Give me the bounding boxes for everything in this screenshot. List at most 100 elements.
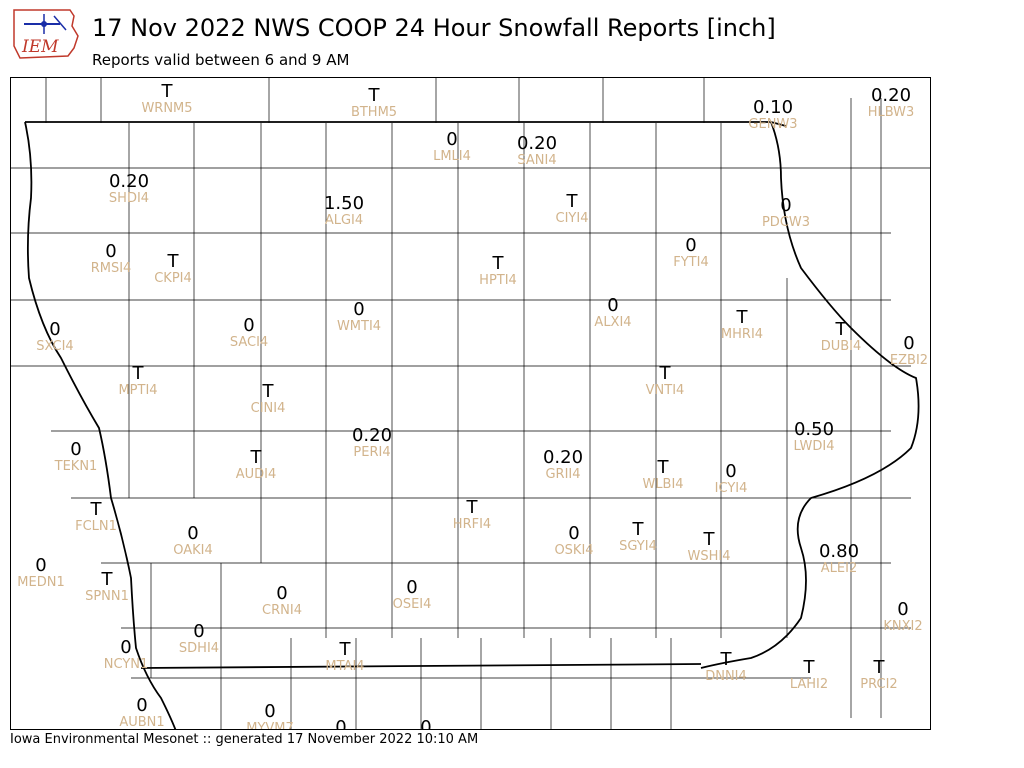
station-marker: 0.50 LWDI4 bbox=[793, 420, 834, 454]
station-marker: T MHRI4 bbox=[721, 308, 763, 342]
station-marker: T WLBI4 bbox=[642, 458, 683, 492]
station-id: WSHI4 bbox=[687, 549, 731, 564]
station-id: AUDI4 bbox=[235, 467, 277, 482]
snowfall-value: T bbox=[167, 251, 179, 272]
station-marker: 0 PDCW3 bbox=[762, 196, 810, 230]
station-marker: 0 OSKI4 bbox=[554, 524, 593, 558]
station-marker: 0 AUBN1 bbox=[119, 696, 164, 730]
station-id: ALXI4 bbox=[594, 315, 632, 330]
station-marker: 0 TEKN1 bbox=[55, 440, 98, 474]
station-marker: T PRCI2 bbox=[860, 658, 897, 692]
station-id: CIYI4 bbox=[555, 211, 589, 226]
snowfall-value: T bbox=[492, 253, 504, 274]
snowfall-value: T bbox=[101, 569, 113, 590]
snowfall-value: T bbox=[339, 639, 351, 660]
station-marker: T WSHI4 bbox=[688, 530, 731, 564]
station-marker: 0.20 SANI4 bbox=[517, 134, 557, 168]
snowfall-value: 0 bbox=[120, 637, 132, 658]
station-id: ALEI2 bbox=[820, 561, 858, 576]
snowfall-value: 0.80 bbox=[818, 541, 860, 562]
station-id: MYVM7 bbox=[246, 721, 294, 730]
station-marker: T MTAI4 bbox=[325, 640, 364, 674]
station-marker: T SPNN1 bbox=[85, 570, 129, 604]
station-id: FCLN1 bbox=[75, 519, 117, 534]
station-marker: T WRNM5 bbox=[141, 82, 192, 116]
snowfall-value: T bbox=[132, 363, 144, 384]
station-id: SDHI4 bbox=[178, 641, 220, 656]
station-id: ICYI4 bbox=[714, 481, 748, 496]
snowfall-value: 0 bbox=[243, 315, 255, 336]
svg-text:IEM: IEM bbox=[21, 37, 59, 57]
station-marker: 1.50 ALGI4 bbox=[324, 194, 364, 228]
station-marker: 0 bbox=[335, 718, 346, 730]
station-marker: 0 LMLI4 bbox=[433, 130, 471, 164]
station-marker: 0.80 ALEI2 bbox=[819, 542, 859, 576]
snowfall-value: 0 bbox=[187, 523, 199, 544]
snowfall-value: 0 bbox=[406, 577, 418, 598]
station-marker: 0 OAKI4 bbox=[173, 524, 213, 558]
snowfall-value: T bbox=[632, 519, 644, 540]
map-title: 17 Nov 2022 NWS COOP 24 Hour Snowfall Re… bbox=[92, 14, 776, 42]
station-id: AUBN1 bbox=[119, 715, 165, 730]
snowfall-value: 0 bbox=[335, 717, 347, 730]
station-id: KNXI2 bbox=[883, 619, 923, 634]
snowfall-value: T bbox=[659, 363, 671, 384]
station-id: NCYN1 bbox=[103, 657, 149, 672]
station-marker: T HRFI4 bbox=[453, 498, 491, 532]
snowfall-value: 0 bbox=[136, 695, 148, 716]
station-marker: 0 MYVM7 bbox=[246, 702, 294, 730]
snowfall-value: 0 bbox=[35, 555, 47, 576]
station-marker: 0 KNXI2 bbox=[883, 600, 922, 634]
snowfall-value: 0.20 bbox=[542, 447, 584, 468]
snowfall-value: T bbox=[466, 497, 478, 518]
station-id: WRNM5 bbox=[141, 101, 193, 116]
snowfall-value: T bbox=[262, 381, 274, 402]
station-marker: 0 MEDN1 bbox=[17, 556, 64, 590]
snowfall-value: 0 bbox=[353, 299, 365, 320]
snowfall-value: T bbox=[873, 657, 885, 678]
station-id: WLBI4 bbox=[642, 477, 684, 492]
station-marker: T VNTI4 bbox=[646, 364, 685, 398]
station-marker: 0 RMSI4 bbox=[91, 242, 132, 276]
station-id: TEKN1 bbox=[54, 459, 98, 474]
map-boundaries bbox=[11, 78, 930, 729]
station-marker: T MPTI4 bbox=[118, 364, 157, 398]
snowfall-value: 0.10 bbox=[752, 97, 794, 118]
snowfall-value: 0.20 bbox=[516, 133, 558, 154]
station-id: OSKI4 bbox=[554, 543, 594, 558]
station-id: CKPI4 bbox=[154, 271, 192, 286]
station-marker: 0 NCYN1 bbox=[104, 638, 149, 672]
station-id: HRFI4 bbox=[452, 517, 492, 532]
snowfall-value: 0 bbox=[105, 241, 117, 262]
station-id: FYTI4 bbox=[673, 255, 709, 270]
snowfall-value: 0 bbox=[420, 717, 432, 730]
station-marker: T LAHI2 bbox=[790, 658, 828, 692]
station-id: LAHI2 bbox=[789, 677, 829, 692]
station-id: LWDI4 bbox=[793, 439, 835, 454]
station-id: GENW3 bbox=[748, 117, 798, 132]
station-id: BTHM5 bbox=[350, 105, 398, 120]
snowfall-value: 0 bbox=[446, 129, 458, 150]
snowfall-value: 0.20 bbox=[108, 171, 150, 192]
snowfall-value: 0 bbox=[607, 295, 619, 316]
station-id: PERI4 bbox=[353, 445, 391, 460]
station-id: SACI4 bbox=[229, 335, 269, 350]
snowfall-value: 0 bbox=[897, 599, 909, 620]
station-marker: 0.10 GENW3 bbox=[748, 98, 797, 132]
station-id: LMLI4 bbox=[433, 149, 471, 164]
station-id: MTAI4 bbox=[325, 659, 365, 674]
snowfall-value: T bbox=[566, 191, 578, 212]
snowfall-value: 0 bbox=[276, 583, 288, 604]
station-marker: 0 OSEI4 bbox=[393, 578, 432, 612]
snowfall-value: 0.20 bbox=[870, 85, 912, 106]
station-id: SHDI4 bbox=[108, 191, 150, 206]
station-marker: 0 SACI4 bbox=[230, 316, 268, 350]
station-id: MHRI4 bbox=[720, 327, 764, 342]
station-id: DUBI4 bbox=[820, 339, 862, 354]
station-marker: 0 bbox=[420, 718, 431, 730]
station-marker: T BTHM5 bbox=[351, 86, 397, 120]
station-marker: T CINI4 bbox=[251, 382, 286, 416]
station-marker: 0 WMTI4 bbox=[337, 300, 381, 334]
snowfall-value: T bbox=[720, 649, 732, 670]
station-marker: T FCLN1 bbox=[75, 500, 117, 534]
